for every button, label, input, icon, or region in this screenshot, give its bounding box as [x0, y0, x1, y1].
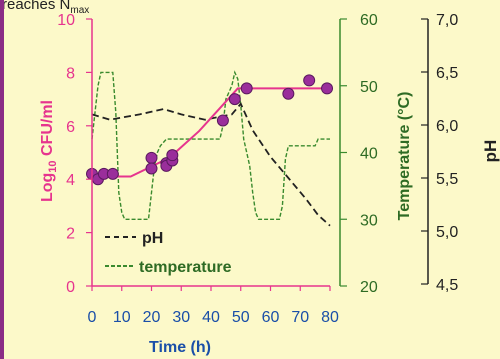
y-temperature-tick-label: 60 — [360, 12, 378, 29]
cfu-data-point — [216, 114, 229, 127]
cfu-data-point — [321, 82, 334, 95]
y-temperature-tick-label: 40 — [360, 146, 378, 163]
y-axis-ph: 4,5 5,0 5,5 6,0 6,5 7,0 — [421, 12, 458, 294]
growth-chart: reaches Nmax 0 10 20 30 40 50 60 70 80 0 2 4 6 8 10 2… — [4, 0, 500, 356]
cfu-model-line — [92, 87, 330, 178]
y-ph-tick-label: 6,5 — [436, 65, 458, 82]
cfu-data-point — [228, 93, 241, 106]
x-tick-label: 40 — [202, 309, 220, 326]
legend: pH temperature — [105, 230, 232, 276]
y-ph-tick-label: 5,5 — [436, 171, 458, 188]
y-ph-tick-label: 6,0 — [436, 118, 458, 135]
cfu-data-point — [145, 151, 158, 164]
y-temperature-tick-label: 20 — [360, 279, 378, 296]
y-ph-tick-label: 4,5 — [436, 277, 458, 294]
x-axis-label: Time (h) — [149, 339, 211, 356]
y-temperature-tick-label: 50 — [360, 79, 378, 96]
y-left-tick-label: 4 — [66, 172, 75, 189]
y-left-tick-label: 2 — [66, 226, 75, 243]
y-left-tick-label: 6 — [66, 119, 75, 136]
cfu-data-point — [145, 162, 158, 175]
caption-subscript: max — [70, 5, 89, 16]
y-ph-tick-label: 5,0 — [436, 224, 458, 241]
plot-area — [86, 70, 334, 227]
x-tick-label: 0 — [88, 309, 97, 326]
x-tick-label: 20 — [143, 309, 161, 326]
y-temperature-tick-label: 30 — [360, 212, 378, 229]
caption-fragment: reaches Nmax — [4, 0, 89, 16]
y-axis-temperature: 20 30 40 50 60 — [339, 12, 378, 296]
y-axis-left-label-subscript: 10 — [47, 160, 59, 172]
x-tick-label: 80 — [321, 309, 339, 326]
cfu-data-point — [240, 82, 253, 95]
temperature-line — [91, 70, 330, 220]
cfu-data-point — [303, 74, 316, 87]
y-axis-temperature-label: Temperature (°C) — [396, 92, 413, 221]
x-tick-label: 30 — [172, 309, 190, 326]
legend-ph-label: pH — [142, 230, 163, 247]
legend-temperature-label: temperature — [139, 259, 232, 276]
y-axis-ph-label: pH — [481, 140, 500, 163]
y-ph-tick-label: 7,0 — [436, 12, 458, 29]
cfu-data-point — [106, 167, 119, 180]
ph-line — [91, 102, 331, 227]
cfu-data-point — [282, 87, 295, 100]
y-left-tick-label: 8 — [66, 65, 75, 82]
x-axis: 0 10 20 30 40 50 60 70 80 — [88, 285, 339, 326]
y-left-tick-label: 10 — [57, 12, 75, 29]
cfu-data-point — [166, 149, 179, 162]
y-axis-left-label: Log10 CFU/ml — [39, 100, 59, 202]
y-left-tick-label: 0 — [66, 279, 75, 296]
y-axis-left: 0 2 4 6 8 10 — [57, 12, 93, 296]
x-tick-label: 60 — [262, 309, 280, 326]
x-tick-label: 10 — [113, 309, 131, 326]
x-tick-label: 50 — [232, 309, 250, 326]
x-tick-label: 70 — [291, 309, 309, 326]
